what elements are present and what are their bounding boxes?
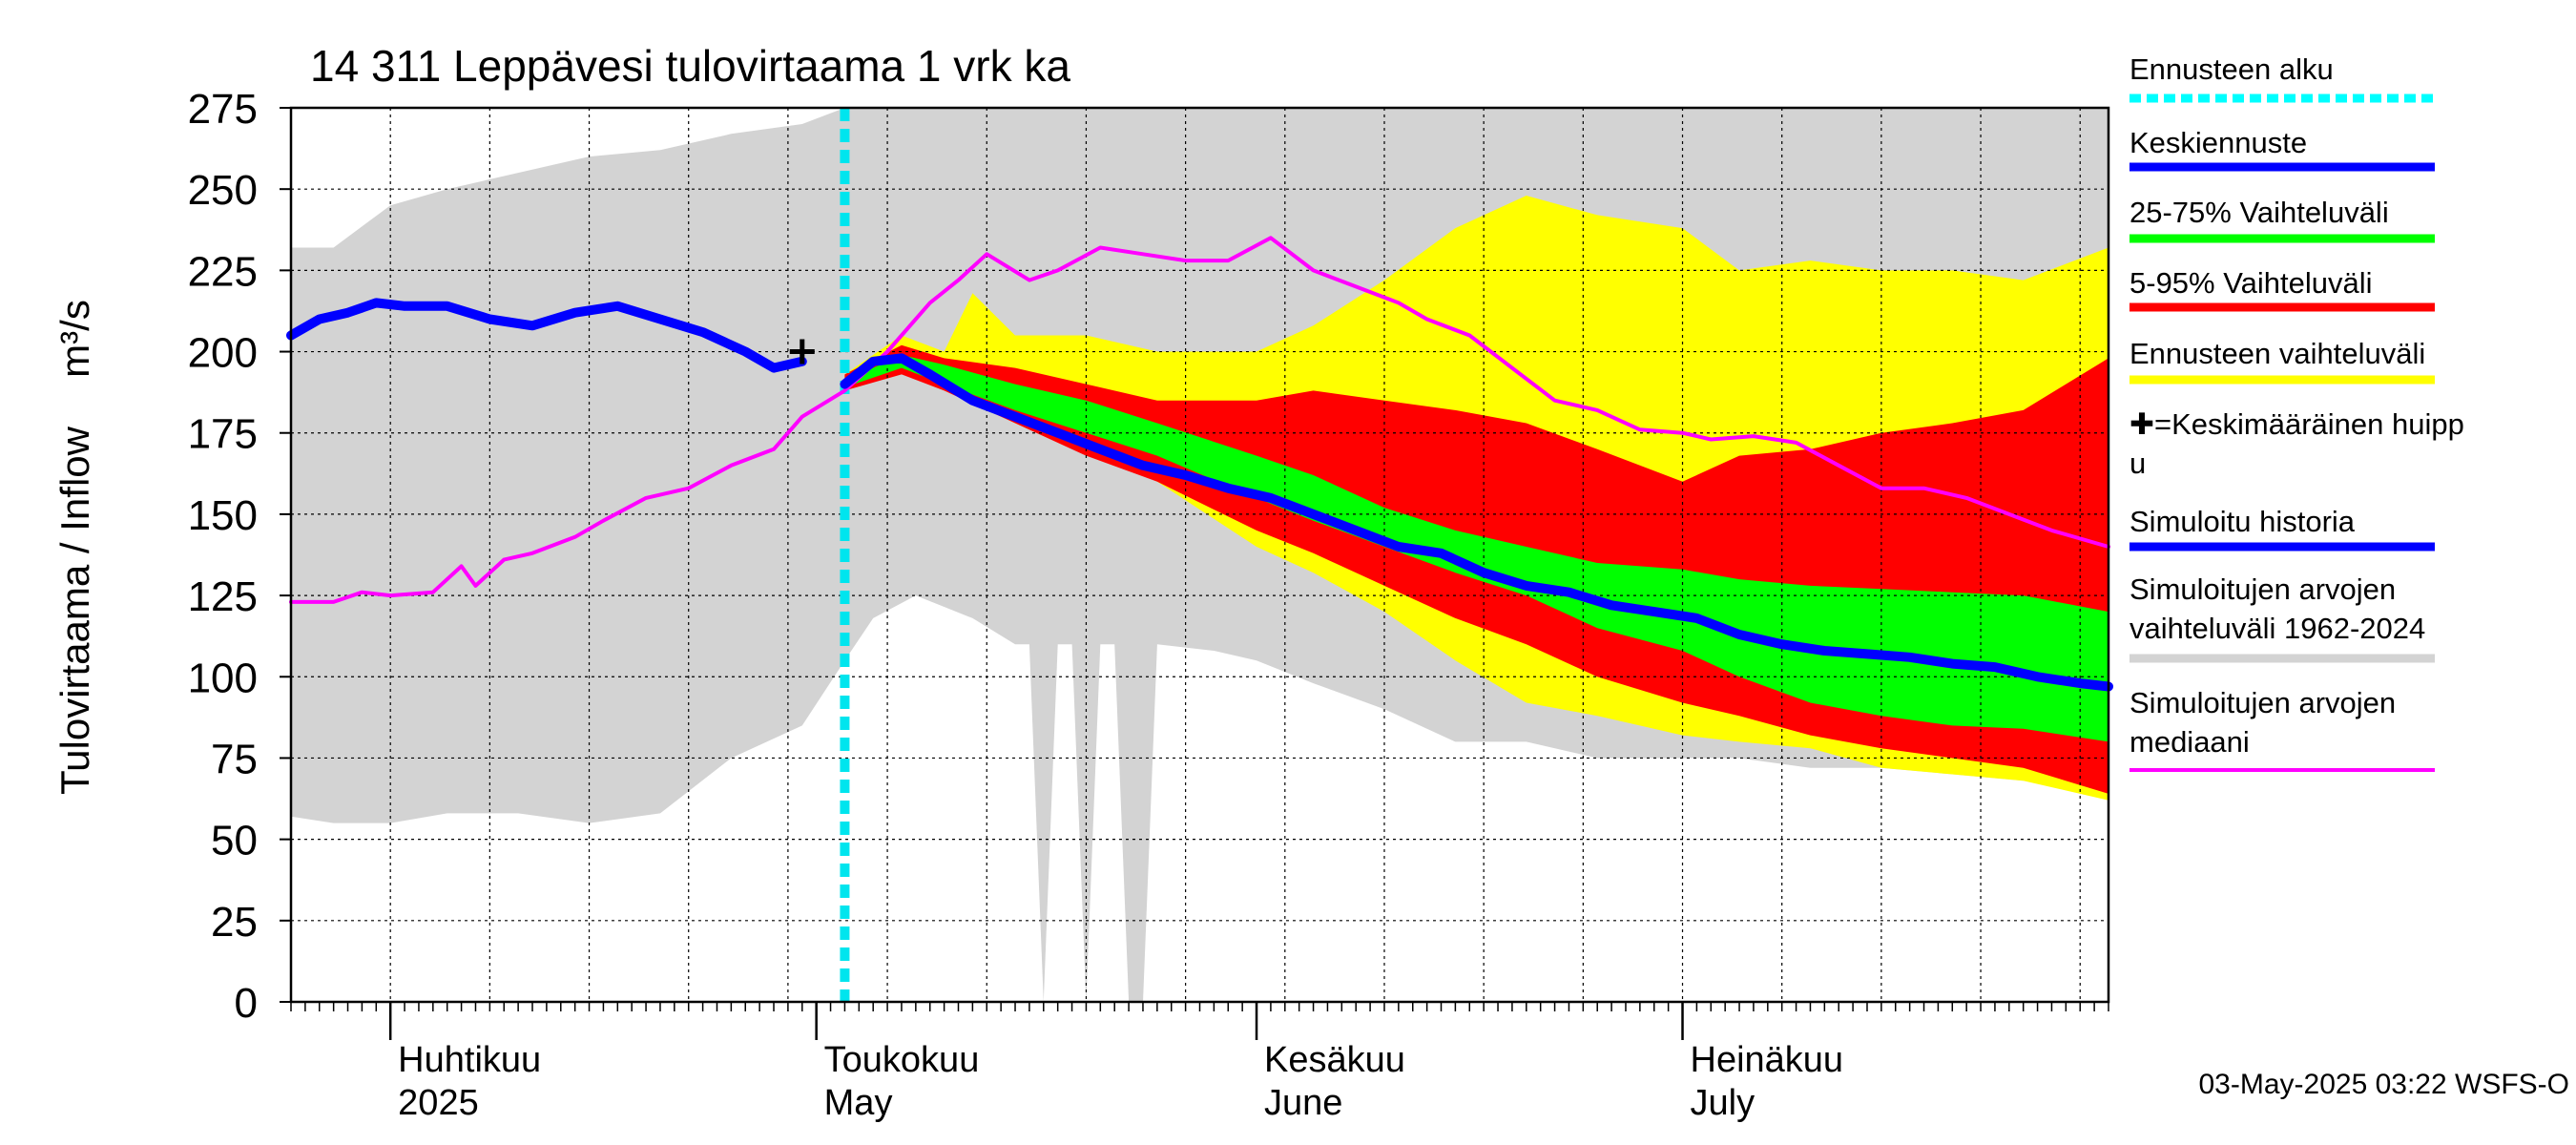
- legend-label-5: Ennusteen vaihteluväli: [2129, 337, 2425, 370]
- legend-label-9: mediaani: [2129, 725, 2250, 759]
- legend-label-6: ✚=Keskimääräinen huipp: [2129, 407, 2464, 441]
- y-tick-label-50: 50: [211, 818, 258, 864]
- legend-label-6: u: [2129, 447, 2146, 480]
- legend-label-8: vaihteluväli 1962-2024: [2129, 612, 2425, 645]
- month-label-fi: Toukokuu: [824, 1040, 980, 1080]
- month-label-en: May: [824, 1083, 893, 1123]
- month-label-en: 2025: [398, 1083, 479, 1123]
- footer-timestamp: 03-May-2025 03:22 WSFS-O: [2199, 1069, 2570, 1100]
- y-tick-label-275: 275: [188, 86, 258, 133]
- y-tick-label-125: 125: [188, 573, 258, 620]
- y-tick-label-250: 250: [188, 167, 258, 214]
- y-tick-label-0: 0: [235, 980, 258, 1027]
- mean-peak-marker: [789, 339, 815, 364]
- month-label-fi: Heinäkuu: [1691, 1040, 1844, 1080]
- legend-label-9: Simuloitujen arvojen: [2129, 686, 2396, 719]
- series-line-simuloitujen-arvojen-mediaani: [289, 236, 2110, 604]
- y-axis-unit: m³/s: [52, 300, 97, 378]
- y-tick-label-100: 100: [188, 655, 258, 701]
- bands-layer: [291, 108, 2109, 1002]
- y-tick-label-75: 75: [211, 736, 258, 782]
- y-tick-label-225: 225: [188, 248, 258, 295]
- legend-label-1: Ennusteen alku: [2129, 52, 2334, 86]
- y-tick-label-150: 150: [188, 492, 258, 539]
- series-line-keskiennuste: [840, 353, 2113, 692]
- legend-layer: Ennusteen alku Keskiennuste 25-75% Vaihtel…: [2129, 52, 2464, 772]
- legend-label-8: Simuloitujen arvojen: [2129, 572, 2396, 606]
- y-tick-label-200: 200: [188, 330, 258, 377]
- legend-label-4: 5-95% Vaihteluväli: [2129, 266, 2372, 300]
- y-tick-label-25: 25: [211, 899, 258, 946]
- y-axis-label: Tulovirtaama / Inflow: [52, 426, 97, 795]
- legend-label-7: Simuloitu historia: [2129, 505, 2356, 538]
- month-label-fi: Huhtikuu: [398, 1040, 541, 1080]
- series-line-simuloitu-historia: [286, 298, 807, 373]
- month-label-en: July: [1691, 1083, 1755, 1123]
- axes-layer: 0 25 50 75 100 125 150 175 200 225 250 275 Huhtikuu2…: [188, 86, 2110, 1123]
- lines-layer: [286, 108, 2113, 1002]
- chart-title: 14 311 Leppävesi tulovirtaama 1 vrk ka: [310, 41, 1070, 91]
- legend-label-2: Keskiennuste: [2129, 126, 2307, 159]
- legend-label-3: 25-75% Vaihteluväli: [2129, 196, 2389, 229]
- month-label-en: June: [1264, 1083, 1342, 1123]
- month-label-fi: Kesäkuu: [1264, 1040, 1405, 1080]
- y-tick-label-175: 175: [188, 411, 258, 458]
